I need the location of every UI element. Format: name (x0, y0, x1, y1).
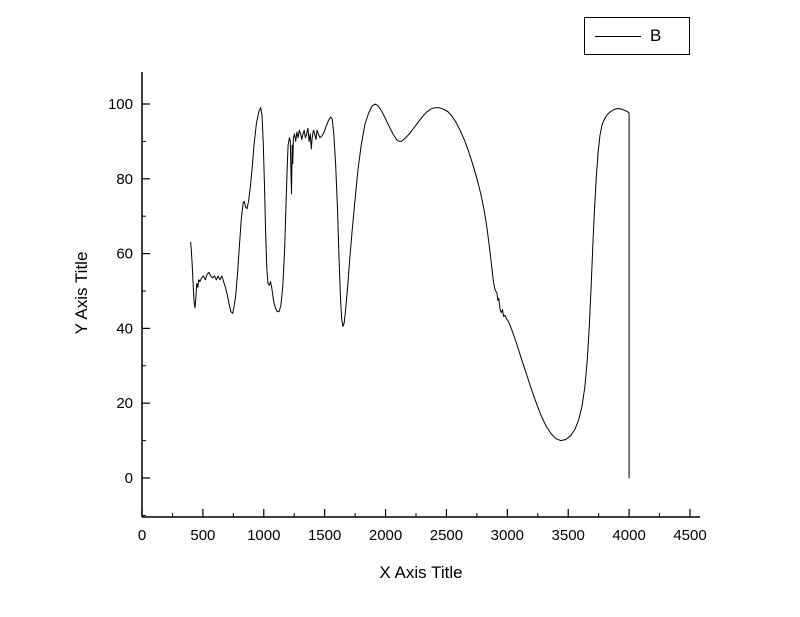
x-tick-label: 1000 (247, 527, 280, 544)
x-tick-label: 2500 (430, 527, 463, 544)
y-tick-label: 20 (116, 395, 133, 412)
x-tick-label: 4500 (673, 527, 706, 544)
axes-frame (141, 72, 700, 518)
y-tick-label: 100 (108, 96, 133, 113)
legend-line-sample (595, 35, 641, 37)
y-tick-label: 40 (116, 320, 133, 337)
legend: B (584, 17, 690, 55)
x-tick-label: 1500 (308, 527, 341, 544)
x-tick-label: 2000 (369, 527, 402, 544)
x-tick-label: 3500 (552, 527, 585, 544)
series-line-B (190, 103, 630, 479)
x-tick-label: 3000 (491, 527, 524, 544)
y-axis-title: Y Axis Title (72, 252, 91, 335)
y-tick-label: 0 (125, 470, 133, 487)
x-tick-label: 0 (138, 527, 146, 544)
y-tick-label: 80 (116, 171, 133, 188)
y-tick-label: 60 (116, 246, 133, 263)
x-tick-label: 500 (190, 527, 215, 544)
x-tick-label: 4000 (612, 527, 645, 544)
x-axis-title: X Axis Title (379, 563, 462, 582)
legend-label: B (650, 26, 662, 45)
